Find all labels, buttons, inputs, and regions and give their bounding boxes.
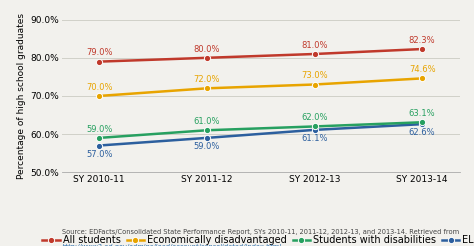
Text: 63.1%: 63.1% bbox=[409, 109, 436, 118]
Text: 57.0%: 57.0% bbox=[86, 150, 112, 159]
Text: 72.0%: 72.0% bbox=[194, 75, 220, 84]
Text: 73.0%: 73.0% bbox=[301, 71, 328, 80]
Text: 61.0%: 61.0% bbox=[194, 117, 220, 126]
Legend: All students, Economically disadvantaged, Students with disabilities, ELs: All students, Economically disadvantaged… bbox=[43, 235, 474, 245]
Text: 82.3%: 82.3% bbox=[409, 36, 436, 45]
Text: 59.0%: 59.0% bbox=[86, 125, 112, 134]
Text: 79.0%: 79.0% bbox=[86, 48, 112, 58]
Text: 81.0%: 81.0% bbox=[301, 41, 328, 50]
Text: 80.0%: 80.0% bbox=[194, 45, 220, 54]
Text: 61.1%: 61.1% bbox=[301, 134, 328, 143]
Y-axis label: Percentage of high school graduates: Percentage of high school graduates bbox=[17, 13, 26, 179]
Text: 62.6%: 62.6% bbox=[409, 128, 436, 137]
Text: 59.0%: 59.0% bbox=[194, 142, 220, 151]
Text: 70.0%: 70.0% bbox=[86, 83, 112, 92]
Text: 74.6%: 74.6% bbox=[409, 65, 436, 74]
Text: Source: EDFacts/Consolidated State Performance Report, SYs 2010-11, 2011-12, 201: Source: EDFacts/Consolidated State Perfo… bbox=[62, 229, 459, 235]
Text: http://www2.ed.gov/admins/lead/account/consolidated/index.html: http://www2.ed.gov/admins/lead/account/c… bbox=[62, 244, 282, 246]
Text: 62.0%: 62.0% bbox=[301, 113, 328, 122]
